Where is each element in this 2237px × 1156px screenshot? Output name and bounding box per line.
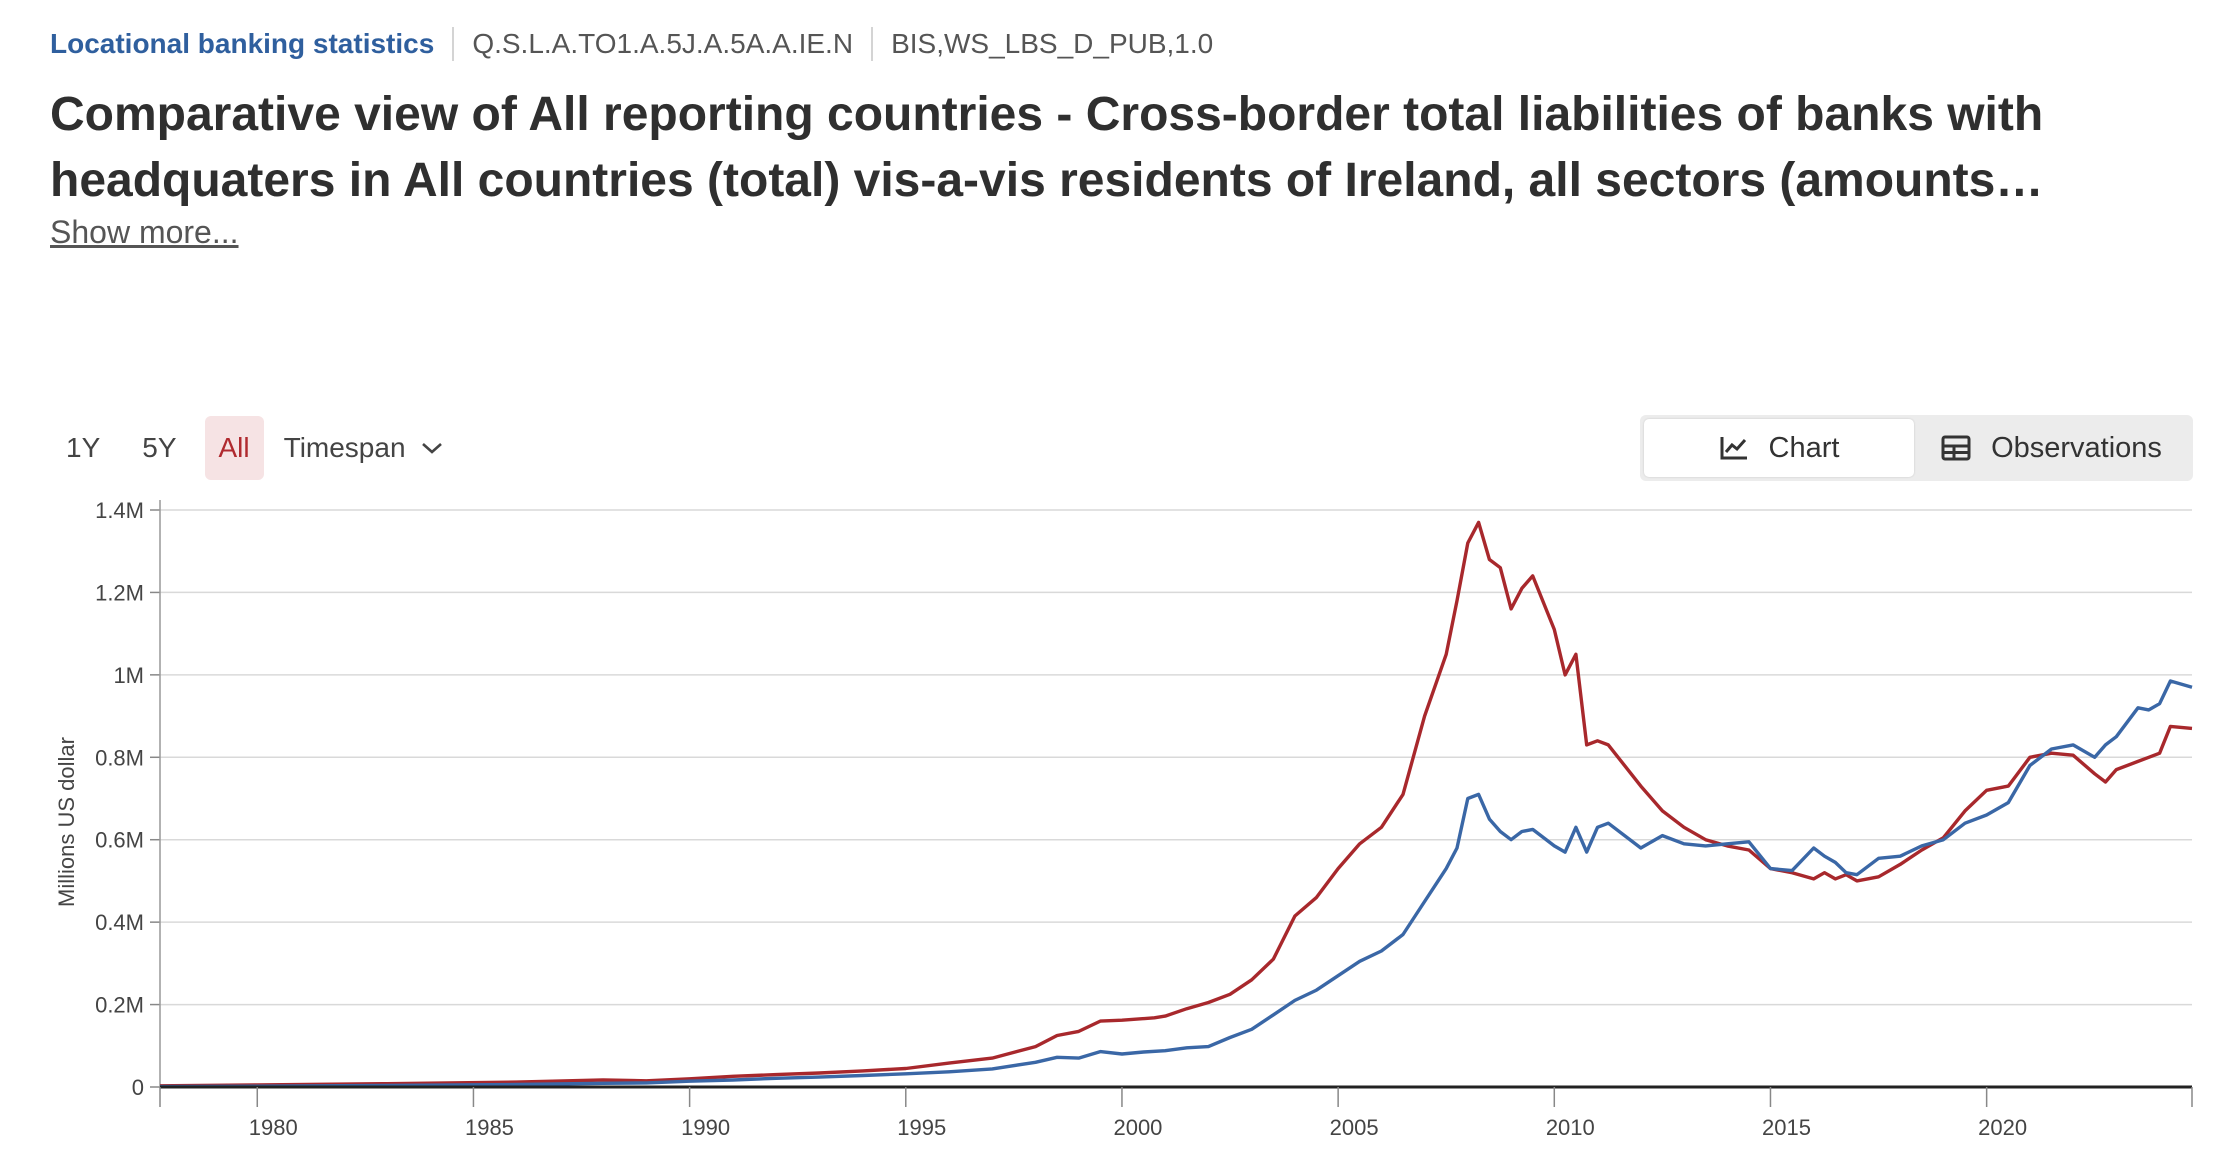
range-1y-button[interactable]: 1Y: [66, 432, 101, 463]
x-tick-label: 1990: [681, 1115, 730, 1140]
x-tick-label: 2020: [1978, 1115, 2027, 1140]
x-tick-label: 2005: [1330, 1115, 1379, 1140]
x-tick-label: 2000: [1113, 1115, 1162, 1140]
x-tick-label: 1995: [897, 1115, 946, 1140]
x-tick-label: 1985: [465, 1115, 514, 1140]
y-tick-label: 0: [132, 1075, 144, 1100]
range-5y-button[interactable]: 5Y: [142, 432, 177, 463]
y-tick-label: 0.8M: [95, 745, 144, 770]
breadcrumb: Locational banking statistics Q.S.L.A.TO…: [50, 26, 1213, 62]
y-tick-label: 1.4M: [95, 498, 144, 523]
observations-view-label: Observations: [1991, 431, 2162, 464]
breadcrumb-separator: [871, 27, 874, 61]
line-chart-icon: [1719, 435, 1749, 461]
observations-view-button[interactable]: Observations: [1914, 419, 2189, 477]
timespan-label: Timespan: [283, 432, 406, 463]
y-tick-label: 0.4M: [95, 910, 144, 935]
y-tick-label: 1.2M: [95, 580, 144, 605]
timespan-dropdown[interactable]: Timespan: [284, 432, 444, 464]
range-controls: 1Y 5Y All Timespan: [52, 416, 444, 480]
table-icon: [1941, 435, 1971, 461]
breadcrumb-dataset-link[interactable]: Locational banking statistics: [50, 28, 435, 59]
chart-view-button[interactable]: Chart: [1644, 419, 1914, 477]
y-axis-label: Millions US dollar: [54, 737, 79, 907]
x-tick-label: 2015: [1762, 1115, 1811, 1140]
x-tick-label: 2010: [1546, 1115, 1595, 1140]
y-tick-label: 1M: [113, 663, 144, 688]
page-title: Comparative view of All reporting countr…: [50, 88, 2044, 207]
view-toggle: Chart Observations: [1640, 415, 2193, 481]
series-line-2: [159, 679, 2193, 1089]
x-tick-label: 1980: [249, 1115, 298, 1140]
show-more-link[interactable]: Show more...: [50, 214, 239, 250]
breadcrumb-series-key: Q.S.L.A.TO1.A.5J.A.5A.A.IE.N: [472, 28, 854, 59]
y-tick-label: 0.2M: [95, 993, 144, 1018]
series-line-1: [159, 520, 2193, 1088]
y-tick-label: 0.6M: [95, 828, 144, 853]
chart-view-label: Chart: [1768, 431, 1840, 464]
range-all-button[interactable]: All: [204, 416, 264, 480]
chevron-down-icon: [420, 440, 444, 456]
line-chart: 0 0.2M 0.4M 0.6M 0.8M 1M 1.2M 1.4M 1980 1985 1990…: [54, 498, 2193, 1140]
breadcrumb-flow: BIS,WS_LBS_D_PUB,1.0: [891, 28, 1214, 59]
breadcrumb-separator: [452, 27, 455, 61]
